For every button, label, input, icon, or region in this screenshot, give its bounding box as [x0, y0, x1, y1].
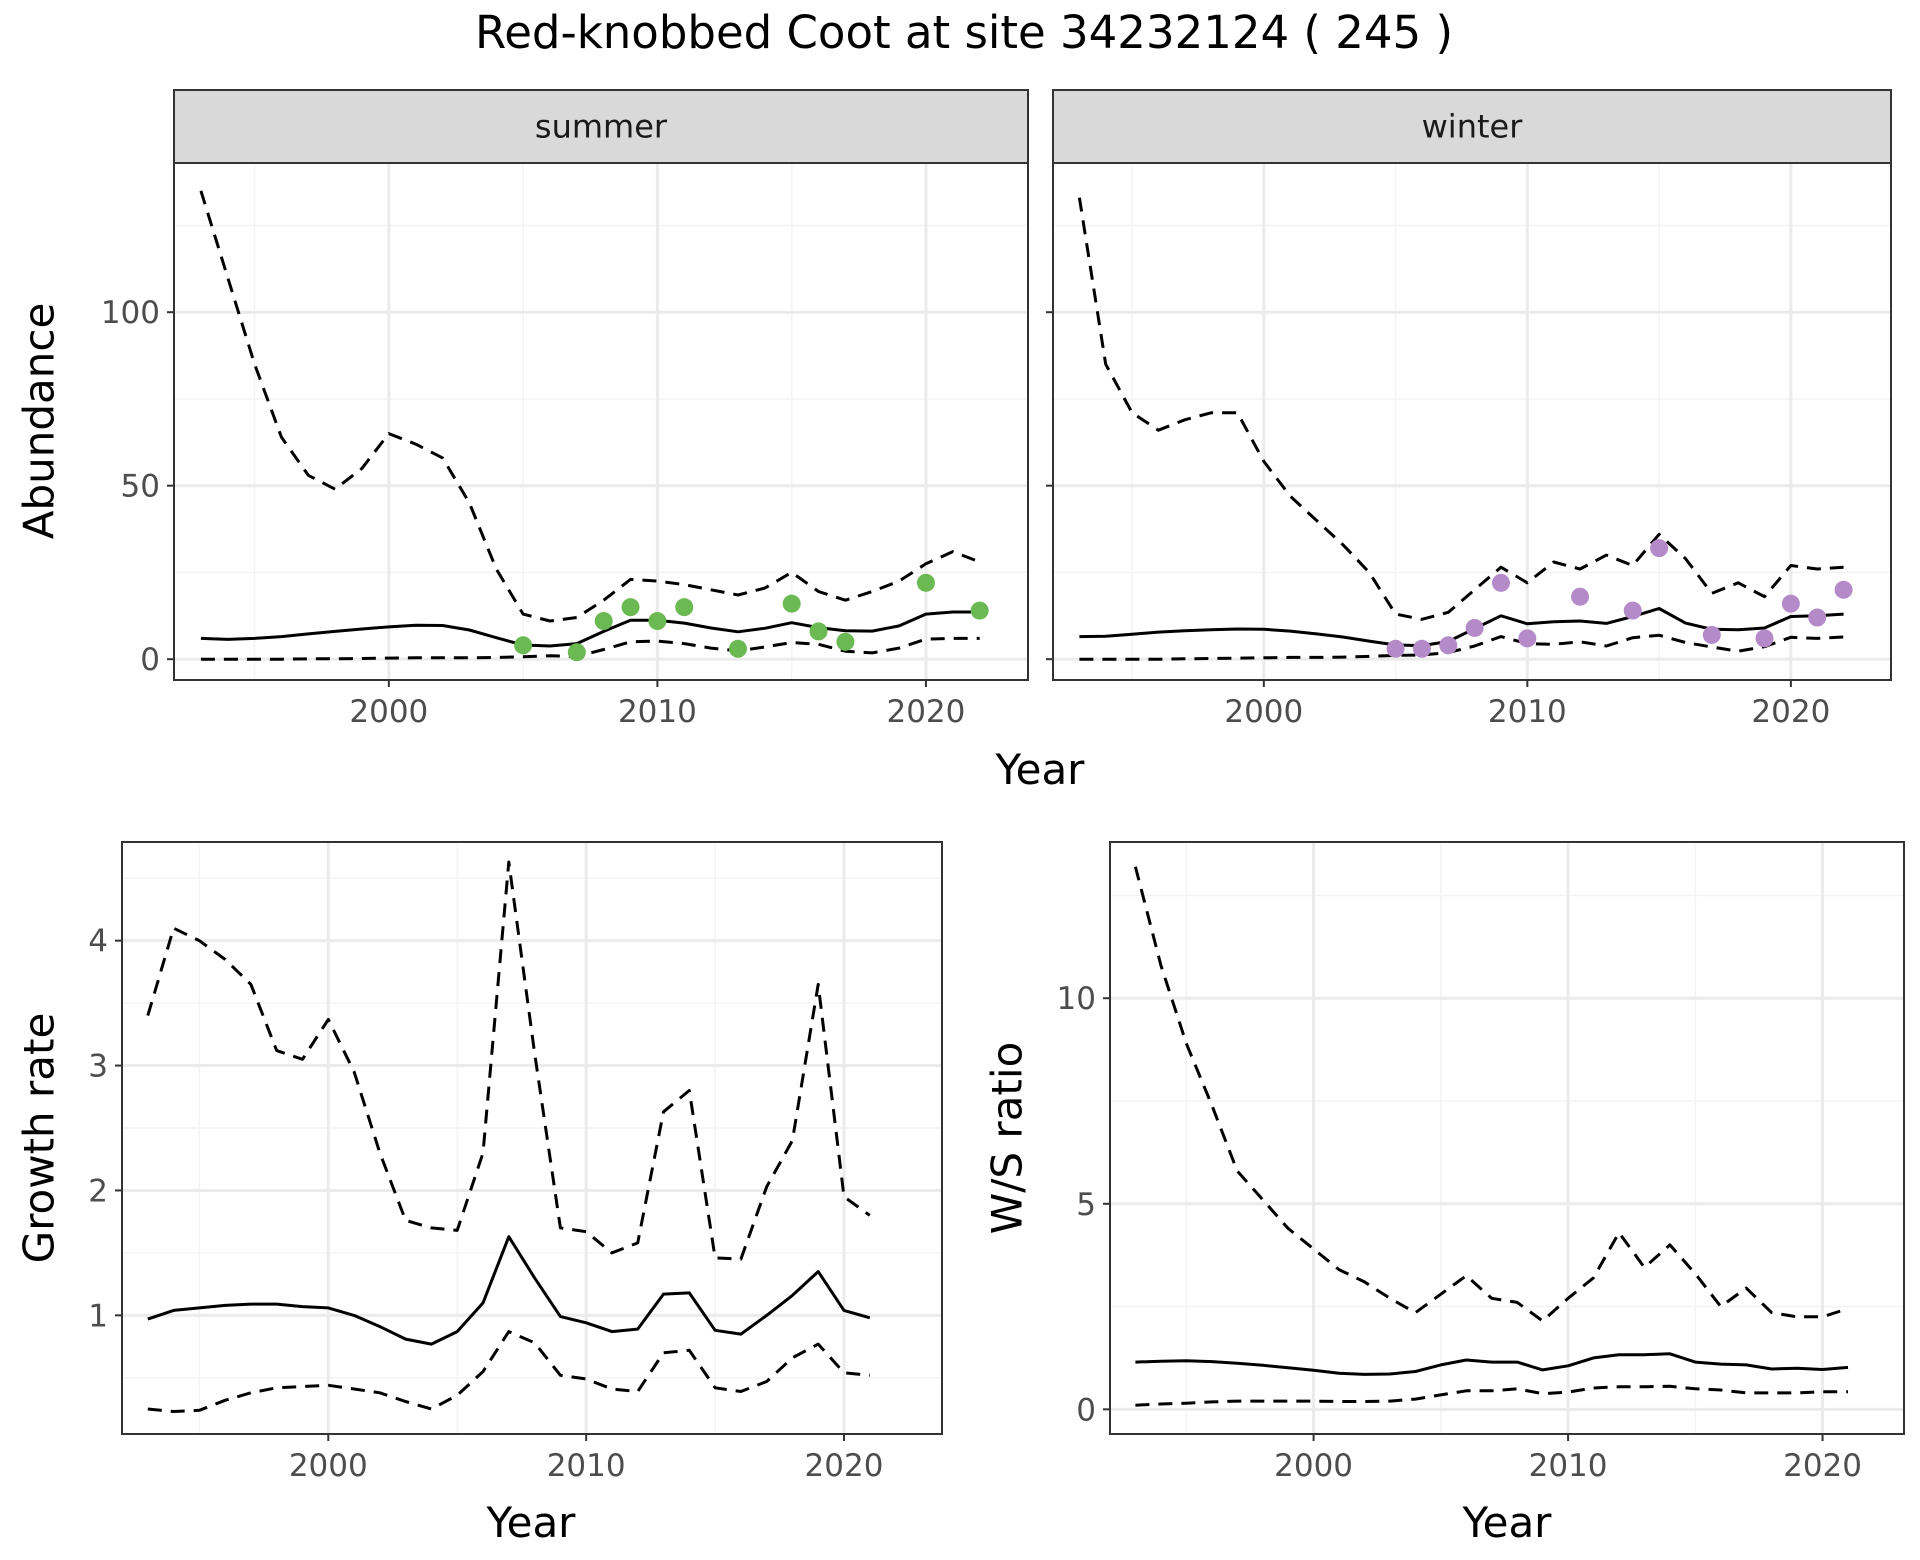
- lower-bound-line: [1079, 633, 1844, 661]
- upper-bound-line: [146, 860, 871, 1261]
- count-point: [594, 612, 613, 631]
- median-line: [1135, 1352, 1849, 1376]
- panel-background: [1110, 842, 1904, 1434]
- x-tick-label: 2020: [1783, 1448, 1862, 1484]
- x-tick-label: 2000: [289, 1448, 368, 1484]
- panel-border: [121, 841, 943, 1435]
- facet-strip-label: winter: [1422, 108, 1524, 146]
- x-tick-label: 2020: [805, 1448, 884, 1484]
- count-point: [648, 612, 667, 631]
- x-tick-label: 2020: [886, 694, 965, 730]
- count-point: [1623, 601, 1642, 620]
- count-point: [1412, 639, 1431, 658]
- panel-3: 2000 2010 2020 1 2 3 4 Year Growth rate: [15, 841, 943, 1547]
- y-tick-label: 0: [1076, 1392, 1096, 1428]
- x-axis-title: Year: [1462, 1498, 1553, 1547]
- count-point: [1491, 573, 1510, 592]
- x-tick-label: 2020: [1751, 694, 1830, 730]
- count-point: [1834, 580, 1853, 599]
- panel-1: summer 2000 2010 2020 0 50 100 Abundance: [15, 89, 1029, 730]
- x-tick-label: 2010: [618, 694, 697, 730]
- y-tick-label: 5: [1076, 1187, 1096, 1223]
- count-point: [1571, 587, 1590, 606]
- panel-border: [1109, 841, 1905, 1435]
- facet-strip-label: summer: [535, 108, 668, 146]
- median-line: [147, 1235, 871, 1346]
- lower-bound-line: [147, 1330, 870, 1413]
- count-point: [1702, 625, 1721, 644]
- panel-4: 2000 2010 2020 0 5 10 Year W/S ratio: [983, 841, 1905, 1547]
- x-tick-label: 2010: [1488, 694, 1567, 730]
- lower-bound-line: [200, 636, 980, 661]
- y-tick-label: 3: [88, 1049, 108, 1085]
- x-tick-label: 2010: [1529, 1448, 1608, 1484]
- count-point: [1386, 639, 1405, 658]
- x-tick-label: 2000: [1274, 1448, 1353, 1484]
- y-tick-label: 0: [140, 642, 160, 678]
- facet-strip: [1052, 89, 1892, 164]
- count-point: [1439, 636, 1458, 655]
- count-point: [1808, 608, 1827, 627]
- panel-background: [174, 163, 1028, 680]
- count-point: [1465, 618, 1484, 637]
- upper-bound-line: [1133, 866, 1849, 1323]
- count-point: [567, 643, 586, 662]
- y-tick-label: 10: [1057, 981, 1096, 1017]
- x-tick-label: 2010: [547, 1448, 626, 1484]
- facet-strip: [173, 89, 1029, 164]
- count-point: [728, 639, 747, 658]
- y-tick-label: 2: [88, 1173, 108, 1209]
- y-axis-title: Growth rate: [15, 1013, 64, 1264]
- x-tick-label: 2000: [1224, 694, 1303, 730]
- y-axis-title: W/S ratio: [983, 1042, 1032, 1235]
- count-point: [836, 632, 855, 651]
- y-tick-label: 50: [121, 469, 160, 505]
- count-point: [514, 636, 533, 655]
- count-point: [970, 601, 989, 620]
- panel-2: winter 2000 2010 2020: [1046, 89, 1892, 730]
- count-point: [621, 598, 640, 617]
- y-tick-label: 4: [88, 924, 108, 960]
- y-axis-title: Abundance: [15, 303, 64, 540]
- count-point: [1518, 629, 1537, 648]
- y-tick-label: 1: [88, 1298, 108, 1334]
- median-line: [200, 610, 980, 648]
- chart-title: Red-knobbed Coot at site 34232124 ( 245 …: [475, 6, 1453, 59]
- count-point: [782, 594, 801, 613]
- count-point: [675, 598, 694, 617]
- count-point: [809, 622, 828, 641]
- count-point: [1755, 629, 1774, 648]
- x-axis-title: Year: [486, 1498, 577, 1547]
- count-point: [1650, 539, 1669, 558]
- lower-bound-line: [1135, 1384, 1848, 1407]
- top-x-axis-title: Year: [995, 745, 1086, 794]
- count-point: [916, 573, 935, 592]
- x-tick-label: 2000: [349, 694, 428, 730]
- y-tick-label: 100: [101, 295, 160, 331]
- count-point: [1781, 594, 1800, 613]
- upper-bound-line: [1077, 197, 1844, 621]
- upper-bound-line: [199, 190, 981, 623]
